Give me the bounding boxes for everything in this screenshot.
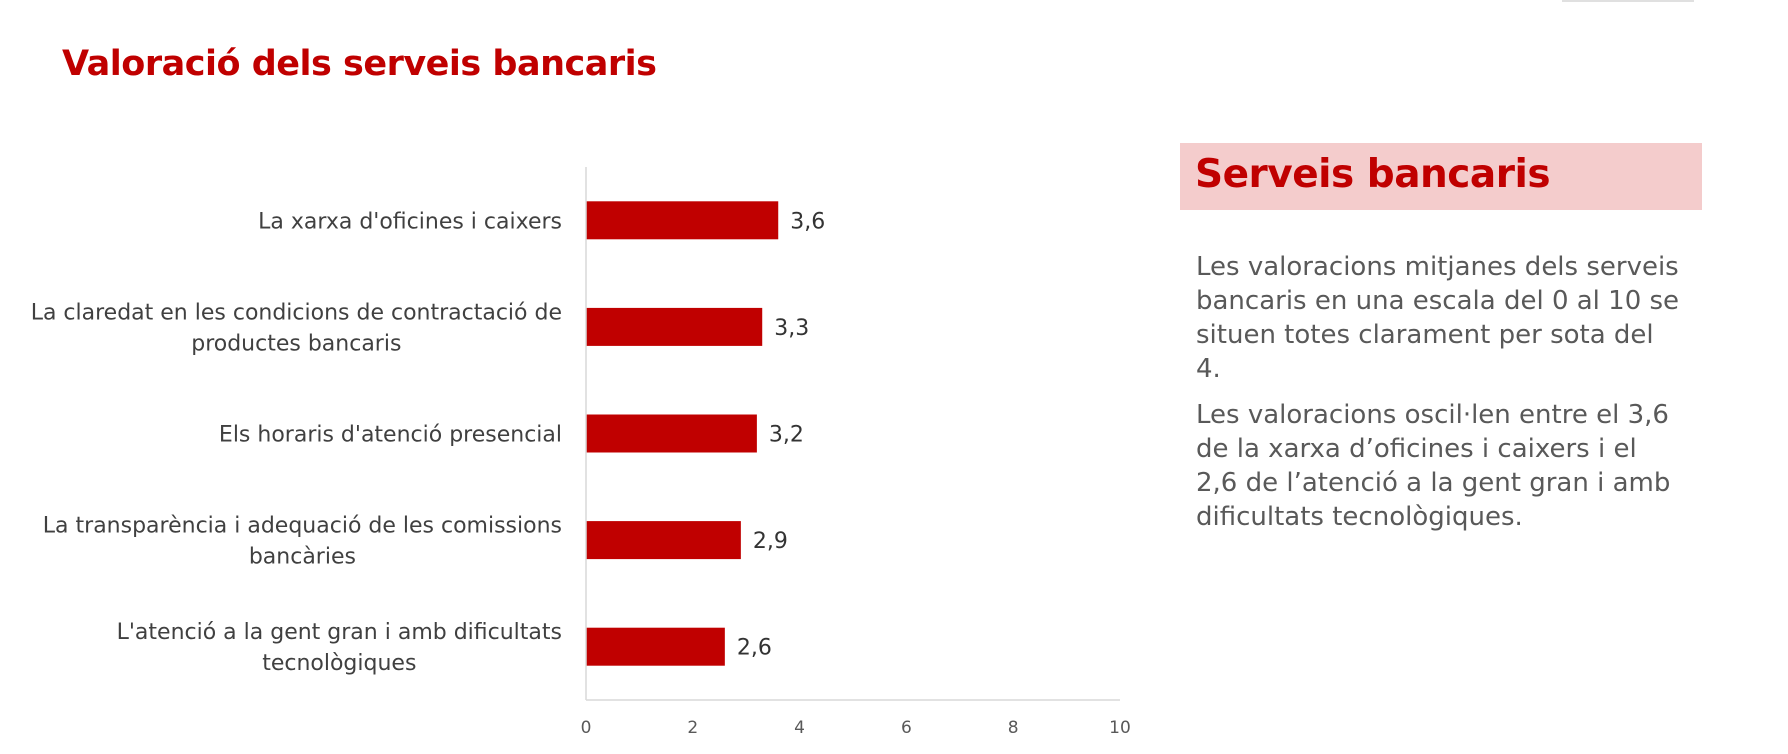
category-label-3: Els horaris d'atenció presencial [219,423,562,448]
value-label-3: 3,2 [769,423,804,448]
value-label-4: 2,9 [753,529,788,554]
category-label-4: La transparència i adequació de les comi… [43,514,562,570]
page-title: Valoració dels serveis bancaris [62,44,657,84]
bar-4 [586,521,741,560]
category-label-5-line-2: tecnològiques [262,651,416,676]
category-label-1: La xarxa d'oficines i caixers [258,209,562,234]
category-label-2-line-2: productes bancaris [191,331,401,356]
bar-1 [586,201,779,240]
category-label-4-line-2: bancàries [249,545,356,570]
info-panel: Serveis bancaris Les valoracions mitjane… [1180,143,1702,546]
bar-2 [586,307,763,346]
value-label-5: 2,6 [737,636,772,661]
info-panel-header: Serveis bancaris [1180,143,1702,210]
bar-3 [586,414,757,453]
category-label-2-line-1: La claredat en les condicions de contrac… [31,300,562,325]
category-label-5: L'atenció a la gent gran i amb dificulta… [117,620,562,676]
category-label-5-line-1: L'atenció a la gent gran i amb dificulta… [117,620,562,645]
x-tick-label-10: 10 [1109,718,1131,738]
x-tick-label-8: 8 [1008,718,1019,738]
x-tick-label-2: 2 [687,718,698,738]
top-rule [1562,0,1694,2]
x-tick-label-6: 6 [901,718,912,738]
category-label-1-line-1: La xarxa d'oficines i caixers [258,209,562,234]
category-label-4-line-1: La transparència i adequació de les comi… [43,514,562,539]
category-label-3-line-1: Els horaris d'atenció presencial [219,423,562,448]
info-paragraph-1: Les valoracions mitjanes dels serveis ba… [1196,252,1680,384]
value-label-1: 3,6 [790,209,825,234]
axis-layer: 0 2 4 6 8 10 [581,167,1131,738]
value-label-2: 3,3 [774,316,809,341]
x-tick-label-4: 4 [794,718,805,738]
bar-chart: 3,6 La xarxa d'oficines i caixers 3,3 La cl… [31,167,1131,738]
bar-5 [586,627,725,666]
labels-layer: 3,6 La xarxa d'oficines i caixers 3,3 La cl… [31,209,826,676]
info-paragraph-2: Les valoracions oscil·len entre el 3,6 d… [1196,400,1671,532]
info-panel-body: Les valoracions mitjanes dels serveis ba… [1180,210,1702,534]
bars-layer [586,201,779,666]
category-label-2: La claredat en les condicions de contrac… [31,300,562,356]
info-panel-title: Serveis bancaris [1195,152,1551,197]
x-tick-label-0: 0 [581,718,592,738]
